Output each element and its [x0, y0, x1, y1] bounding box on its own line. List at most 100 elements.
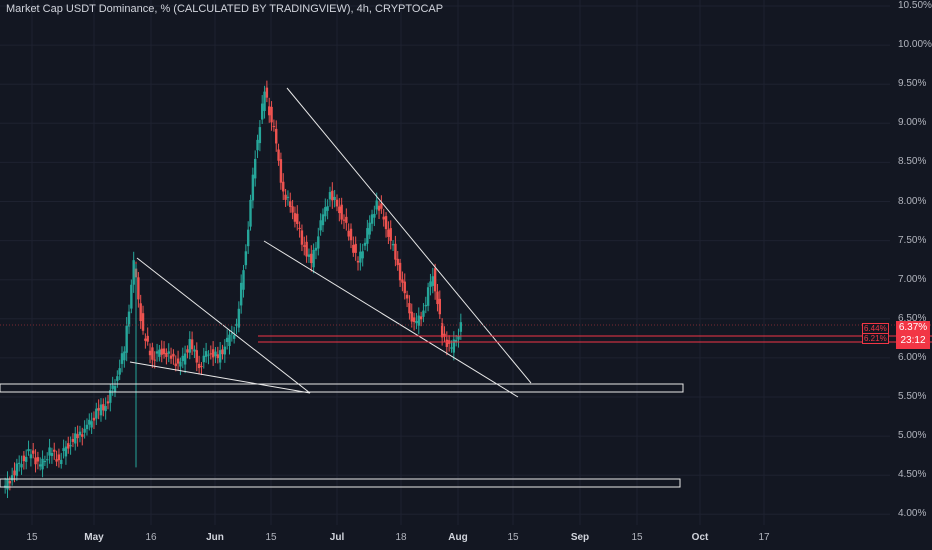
candle-body: [256, 139, 259, 151]
current-price-value: 6.37%: [898, 322, 928, 333]
candle-body: [328, 192, 332, 200]
chart-title: Market Cap USDT Dominance, % (CALCULATED…: [6, 3, 444, 15]
price-tick-label: 10.00%: [898, 39, 932, 51]
candle-body: [83, 428, 86, 433]
candle-body: [39, 464, 42, 467]
candle-body: [272, 126, 276, 128]
candle-body: [181, 355, 184, 362]
candle-body: [417, 315, 420, 326]
price-tick-label: 10.50%: [898, 0, 932, 11]
candle-body: [382, 216, 385, 220]
candle-body: [246, 229, 250, 247]
support-zone-lower[interactable]: [0, 478, 681, 488]
candle-body: [349, 228, 353, 241]
bar-countdown: 23:12: [900, 335, 926, 346]
candle-body: [450, 347, 453, 349]
candle-series: [3, 80, 463, 499]
candle-body: [214, 351, 217, 357]
candle-body: [139, 303, 142, 322]
candle-body: [22, 455, 26, 462]
current-price-badge: 6.37% 23:12: [896, 321, 930, 349]
time-tick-label: Jul: [329, 532, 345, 543]
wedge-upper-line[interactable]: [286, 87, 532, 384]
candle-body: [148, 350, 152, 356]
candle-body: [321, 214, 325, 226]
candle-body: [109, 389, 112, 403]
candle-body: [6, 479, 9, 490]
candle-body: [228, 334, 231, 347]
candle-body: [195, 350, 198, 363]
candle-body: [160, 348, 163, 355]
candle-body: [289, 201, 292, 208]
candle-body: [78, 431, 82, 436]
triangle-lower-line-1[interactable]: [129, 361, 311, 394]
candle-body: [389, 228, 392, 241]
candle-body: [69, 445, 72, 447]
candle-body: [106, 401, 110, 404]
candle-body: [85, 424, 89, 430]
candle-body: [324, 207, 327, 217]
candle-body: [410, 311, 413, 322]
candle-body: [279, 159, 283, 183]
candle-body: [268, 106, 271, 116]
candle-body: [387, 229, 390, 237]
time-tick-label: 17: [758, 532, 770, 543]
candle-body: [104, 406, 107, 412]
candle-body: [356, 260, 360, 263]
candle-body: [436, 291, 439, 305]
candle-body: [345, 216, 348, 223]
time-tick-label: May: [84, 532, 104, 543]
candle-body: [375, 200, 378, 210]
candle-body: [29, 454, 33, 459]
candle-body: [20, 464, 23, 468]
candle-body: [454, 340, 458, 343]
candle-body: [204, 351, 208, 357]
price-tick-label: 8.00%: [898, 195, 927, 207]
candle-body: [46, 459, 49, 461]
candle-body: [408, 303, 411, 314]
candle-body: [95, 408, 98, 419]
candle-body: [419, 316, 423, 320]
candle-body: [296, 213, 299, 224]
time-tick-label: Aug: [448, 532, 468, 543]
candle-body: [352, 244, 355, 253]
candle-body: [401, 279, 404, 283]
candle-body: [127, 311, 131, 327]
candle-body: [57, 454, 61, 461]
candle-body: [207, 354, 210, 356]
candle-body: [319, 220, 322, 231]
candle-body: [333, 196, 336, 200]
candle-body: [144, 338, 147, 341]
candle-body: [67, 443, 70, 449]
candle-body: [300, 230, 304, 245]
candle-body: [244, 251, 248, 266]
price-tick-label: 9.50%: [898, 78, 927, 90]
candle-body: [13, 470, 16, 476]
trendline-drawings: [0, 87, 932, 488]
candle-body: [452, 339, 456, 353]
level-label-lower: 6.21%: [862, 333, 889, 344]
candle-body: [176, 358, 180, 364]
candle-body: [211, 349, 215, 358]
candle-body: [48, 447, 51, 456]
triangle-upper-line-1[interactable]: [136, 257, 311, 394]
support-zone-upper[interactable]: [0, 383, 684, 393]
price-tick-label: 6.00%: [898, 351, 927, 363]
candle-body: [438, 298, 442, 315]
price-tick-label: 8.50%: [898, 156, 927, 168]
candle-body: [303, 245, 306, 247]
candle-body: [162, 348, 166, 355]
candle-body: [265, 87, 269, 98]
candle-body: [314, 247, 318, 251]
candle-body: [251, 174, 255, 201]
price-tick-label: 7.00%: [898, 273, 927, 285]
candle-body: [270, 106, 273, 123]
candle-body: [41, 458, 44, 470]
candle-body: [165, 352, 168, 357]
candle-body: [123, 351, 126, 361]
wedge-lower-line[interactable]: [263, 240, 519, 398]
candle-body: [174, 363, 177, 367]
candle-body: [209, 353, 213, 355]
candle-body: [373, 213, 376, 218]
